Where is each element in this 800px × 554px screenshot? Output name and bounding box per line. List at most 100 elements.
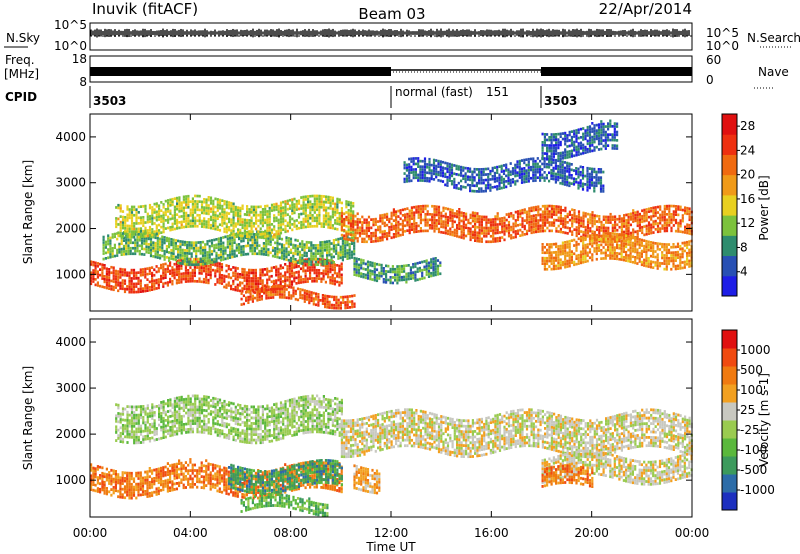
heatmap-cell	[396, 278, 399, 282]
heatmap-cell	[265, 253, 268, 256]
heatmap-cell	[663, 259, 666, 263]
heatmap-cell	[108, 268, 111, 271]
heatmap-cell	[198, 219, 201, 223]
heatmap-cell	[381, 222, 384, 225]
heatmap-cell	[321, 296, 324, 300]
heatmap-cell	[544, 229, 547, 233]
heatmap-cell	[180, 258, 183, 262]
heatmap-cell	[579, 239, 583, 243]
heatmap-cell	[187, 274, 190, 278]
heatmap-cell	[591, 219, 594, 222]
heatmap-cell	[230, 284, 233, 288]
heatmap-cell	[162, 282, 165, 286]
heatmap-cell	[119, 284, 122, 287]
heatmap-cell	[199, 257, 202, 261]
heatmap-cell	[679, 256, 682, 259]
heatmap-cell	[419, 205, 422, 208]
heatmap-cell	[176, 218, 179, 222]
heatmap-cell	[641, 209, 644, 213]
heatmap-cell	[595, 244, 598, 247]
heatmap-cell	[294, 252, 297, 256]
heatmap-cell	[365, 240, 368, 244]
heatmap-cell	[278, 284, 282, 288]
heatmap-cell	[390, 214, 393, 218]
heatmap-cell	[288, 267, 291, 270]
heatmap-cell	[313, 268, 316, 272]
heatmap-cell	[264, 210, 267, 214]
heatmap-cell	[250, 219, 253, 222]
heatmap-cell	[301, 259, 304, 263]
heatmap-cell	[155, 205, 158, 208]
heatmap-cell	[573, 211, 576, 215]
heatmap-cell	[604, 251, 607, 255]
heatmap-cell	[353, 305, 356, 308]
heatmap-cell	[159, 245, 162, 249]
heatmap-cell	[489, 218, 492, 222]
heatmap-cell	[180, 215, 183, 218]
heatmap-cell	[182, 201, 185, 204]
heatmap-cell	[618, 244, 621, 247]
heatmap-cell	[337, 254, 340, 257]
heatmap-cell	[182, 212, 185, 215]
heatmap-cell	[489, 229, 492, 233]
heatmap-cell	[192, 246, 195, 250]
heatmap-cell	[353, 302, 356, 306]
heatmap-cell	[636, 213, 639, 217]
heatmap-cell	[292, 260, 295, 263]
heatmap-cell	[337, 298, 340, 302]
heatmap-cell	[428, 218, 432, 222]
heatmap-cell	[162, 268, 165, 272]
heatmap-cell	[146, 286, 149, 290]
heatmap-cell	[580, 224, 583, 228]
heatmap-cell	[314, 246, 317, 250]
heatmap-cell	[270, 280, 273, 284]
heatmap-cell	[209, 202, 213, 205]
heatmap-cell	[623, 225, 626, 228]
heatmap-cell	[153, 211, 156, 214]
heatmap-cell	[122, 239, 126, 242]
heatmap-cell	[331, 282, 334, 285]
heatmap-cell	[570, 239, 573, 242]
heatmap-cell	[248, 230, 251, 233]
heatmap-cell	[151, 271, 154, 275]
heatmap-cell	[102, 257, 105, 261]
heatmap-cell	[329, 207, 332, 210]
heatmap-cell	[516, 223, 520, 227]
heatmap-cell	[162, 274, 165, 277]
heatmap-cell	[582, 249, 585, 253]
heatmap-cell	[327, 201, 330, 204]
heatmap-cell	[521, 211, 524, 215]
heatmap-cell	[629, 223, 632, 227]
heatmap-cell	[194, 208, 197, 212]
heatmap-cell	[180, 209, 183, 213]
heatmap-cell	[257, 282, 260, 286]
heatmap-cell	[295, 271, 298, 274]
heatmap-cell	[641, 214, 644, 218]
heatmap-cell	[456, 223, 459, 227]
heatmap-cell	[207, 278, 210, 282]
heatmap-cell	[645, 239, 648, 243]
heatmap-cell	[339, 301, 342, 305]
heatmap-cell	[333, 298, 336, 302]
heatmap-cell	[638, 218, 641, 221]
heatmap-cell	[437, 170, 440, 174]
heatmap-cell	[406, 221, 409, 224]
heatmap-cell	[228, 206, 231, 210]
heatmap-cell	[591, 224, 594, 228]
heatmap-cell	[681, 252, 684, 256]
heatmap-cell	[243, 271, 246, 274]
heatmap-cell	[602, 240, 605, 244]
heatmap-cell	[196, 266, 199, 269]
heatmap-cell	[214, 272, 217, 275]
heatmap-cell	[541, 245, 544, 249]
heatmap-cell	[647, 232, 651, 235]
heatmap-cell	[248, 235, 251, 239]
heatmap-cell	[584, 257, 587, 261]
heatmap-cell	[229, 239, 232, 243]
heatmap-cell	[245, 291, 248, 294]
heatmap-cell	[360, 272, 363, 275]
heatmap-cell	[577, 218, 581, 222]
heatmap-cell	[248, 219, 251, 222]
heatmap-cell	[214, 263, 217, 267]
heatmap-cell	[216, 267, 219, 270]
